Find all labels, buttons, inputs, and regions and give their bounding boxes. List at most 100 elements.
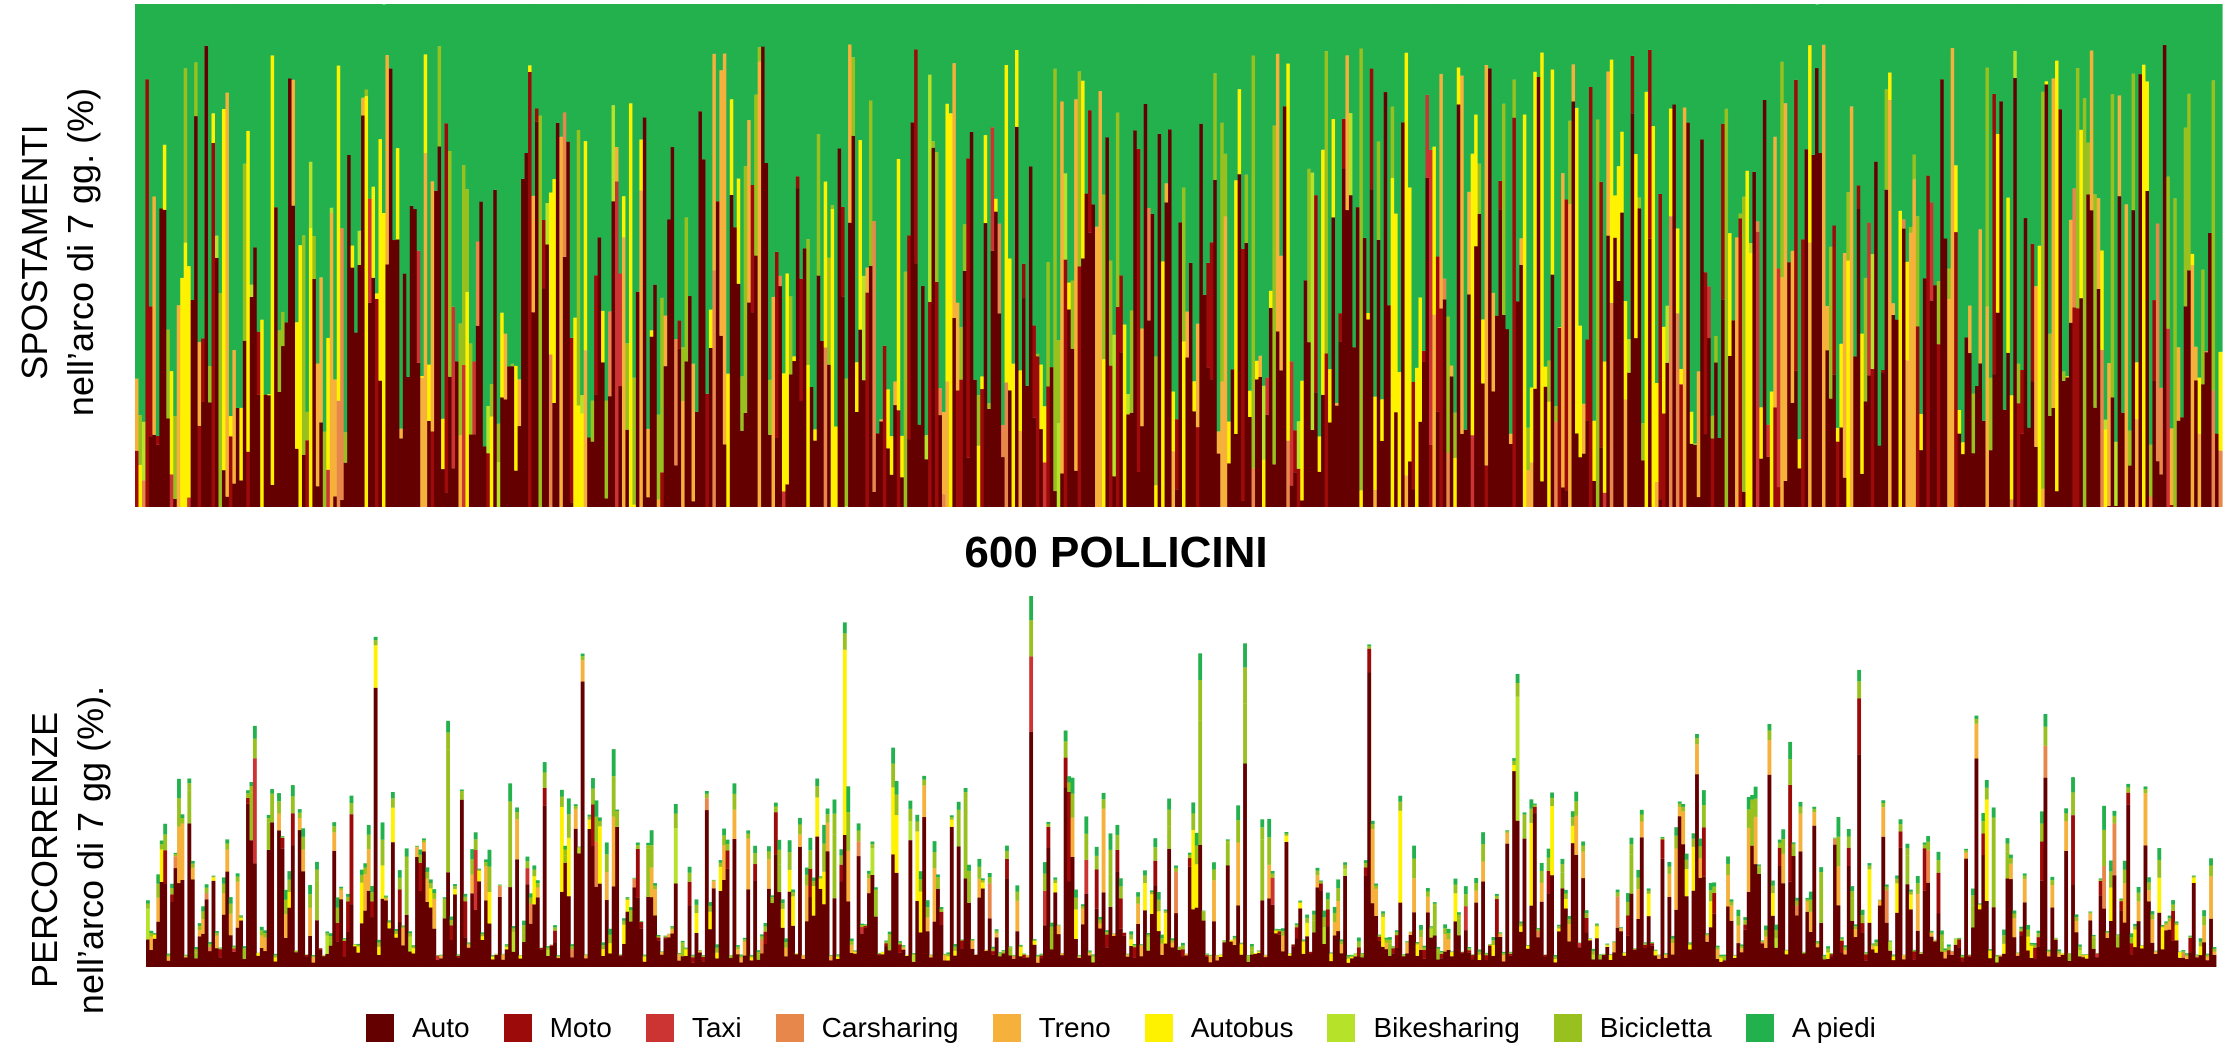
bottom-bar-21-seg-0 — [218, 957, 223, 967]
bottom-bar-239-seg-1 — [970, 941, 975, 949]
bottom-bar-409-seg-0 — [1557, 931, 1561, 967]
bottom-bar-412-seg-2 — [1567, 919, 1572, 925]
bottom-bar-22-seg-0 — [221, 914, 226, 967]
bottom-bar-24-seg-1 — [228, 913, 233, 936]
top-bar-27-seg-8 — [228, 4, 233, 417]
top-bar-233-seg-8 — [945, 4, 950, 104]
top-bar-476-seg-8 — [1790, 4, 1795, 251]
top-bar-413-seg-4 — [1571, 64, 1576, 102]
bottom-bar-377-seg-3 — [1446, 928, 1451, 934]
bottom-bar-309-seg-0 — [1212, 921, 1216, 967]
bottom-bar-86-seg-0 — [442, 918, 447, 967]
top-bar-60-seg-0 — [343, 462, 348, 507]
top-bar-55-seg-2 — [326, 469, 331, 507]
bottom-bar-158-seg-0 — [691, 962, 695, 967]
top-bar-344-seg-0 — [1331, 217, 1336, 507]
bottom-bar-394-seg-1 — [1505, 832, 1510, 844]
bottom-bar-297-seg-0 — [1170, 947, 1175, 967]
bottom-bar-561-seg-0 — [2081, 957, 2086, 967]
bottom-bar-194-seg-3 — [815, 778, 820, 787]
top-bar-350-seg-0 — [1352, 347, 1357, 507]
bottom-bar-592-seg-0 — [2188, 952, 2193, 967]
bottom-bar-348-seg-0 — [1346, 962, 1351, 967]
bottom-bar-491-seg-1 — [1839, 940, 1844, 953]
bottom-bar-289-seg-0 — [1143, 910, 1147, 967]
bottom-bar-528-seg-2 — [1967, 954, 1972, 956]
top-bar-143-seg-8 — [632, 4, 637, 378]
legend-swatch-a-piedi — [1745, 1014, 1774, 1042]
bottom-bar-224-seg-1 — [918, 891, 923, 933]
bottom-bar-238-seg-1 — [967, 880, 971, 903]
top-bar-189-seg-5 — [792, 356, 797, 362]
bottom-bar-392-seg-0 — [1498, 936, 1503, 967]
bottom-bar-460-seg-1 — [1733, 955, 1737, 958]
bottom-bar-13-seg-1 — [190, 867, 195, 880]
top-bar-416-seg-4 — [1581, 403, 1587, 454]
bottom-bar-24-seg-0 — [228, 935, 233, 967]
top-bar-409-seg-5 — [1557, 327, 1562, 328]
bottom-bar-227-seg-1 — [929, 955, 933, 958]
bottom-bar-77-seg-3 — [411, 945, 416, 947]
bottom-bar-226-seg-2 — [925, 907, 930, 918]
bottom-bar-123-seg-1 — [570, 949, 575, 958]
bottom-bar-97-seg-2 — [480, 933, 485, 937]
top-bar-496-seg-0 — [1860, 473, 1865, 507]
top-bar-363-seg-5 — [1397, 372, 1402, 507]
bottom-bar-72-seg-1 — [394, 933, 399, 938]
top-bar-149-seg-8 — [653, 4, 658, 285]
top-bar-105-seg-8 — [500, 4, 505, 313]
bottom-bar-172-seg-2 — [739, 955, 744, 958]
top-bar-85-seg-1 — [430, 431, 435, 507]
top-bar-213-seg-8 — [875, 4, 880, 434]
top-bar-14-seg-7 — [183, 68, 188, 243]
bottom-bar-461-seg-2 — [1736, 916, 1741, 926]
top-bar-508-seg-0 — [1901, 228, 1907, 508]
bottom-bar-495-seg-1 — [1853, 929, 1858, 937]
bottom-bar-40-seg-1 — [284, 914, 288, 938]
bottom-bar-389-seg-0 — [1488, 945, 1492, 967]
bottom-bar-198-seg-1 — [829, 956, 833, 961]
top-bar-492-seg-7 — [1846, 192, 1851, 261]
bottom-bar-36-seg-0 — [270, 822, 275, 967]
bottom-bar-99-seg-1 — [487, 892, 492, 924]
top-bar-274-seg-1 — [1088, 110, 1093, 233]
top-bar-258-seg-1 — [1032, 325, 1037, 418]
bottom-bar-503-seg-0 — [1881, 836, 1886, 967]
top-bar-219-seg-8 — [896, 4, 901, 159]
bottom-bar-286-seg-2 — [1132, 945, 1137, 948]
top-bar-162-seg-0 — [698, 111, 703, 507]
bottom-bar-372-seg-0 — [1429, 937, 1434, 967]
bottom-bar-180-seg-1 — [767, 859, 771, 889]
bottom-bar-286-seg-1 — [1132, 947, 1137, 958]
bottom-bar-95-seg-3 — [473, 832, 478, 840]
top-bar-44-seg-8 — [288, 4, 293, 79]
bottom-bar-560-seg-1 — [2078, 950, 2082, 957]
bottom-bar-191-seg-0 — [804, 921, 809, 967]
top-bar-519-seg-8 — [1940, 4, 1945, 80]
top-bar-206-seg-0 — [851, 135, 856, 507]
bottom-bar-353-seg-2 — [1363, 863, 1368, 868]
bottom-bar-104-seg-0 — [504, 949, 509, 967]
bottom-bar-83-seg-2 — [432, 893, 437, 899]
top-bar-500-seg-0 — [1874, 161, 1879, 507]
bottom-bar-25-seg-1 — [232, 948, 237, 952]
top-bar-166-seg-8 — [712, 4, 717, 54]
top-bar-4-seg-1 — [148, 306, 153, 437]
bottom-bar-54-seg-2 — [332, 826, 337, 833]
bottom-bar-109-seg-3 — [522, 920, 526, 926]
bottom-bar-16-seg-1 — [201, 919, 206, 934]
top-bar-271-seg-8 — [1077, 4, 1082, 72]
top-bar-242-seg-8 — [976, 4, 981, 396]
bottom-bar-348-seg-2 — [1346, 956, 1351, 959]
bottom-bar-421-seg-2 — [1598, 955, 1603, 957]
bottom-bar-128-seg-1 — [587, 819, 592, 830]
bottom-bar-78-seg-2 — [415, 846, 419, 848]
top-bar-497-seg-8 — [1863, 4, 1868, 278]
bottom-bar-295-seg-3 — [1163, 909, 1168, 911]
bottom-bar-540-seg-3 — [2009, 854, 2013, 859]
top-bar-158-seg-7 — [684, 217, 689, 362]
bottom-bar-585-seg-3 — [2164, 921, 2169, 923]
top-bar-317-seg-0 — [1237, 174, 1242, 507]
bottom-bar-79-seg-2 — [418, 854, 423, 863]
top-bar-268-seg-5 — [1067, 282, 1072, 310]
